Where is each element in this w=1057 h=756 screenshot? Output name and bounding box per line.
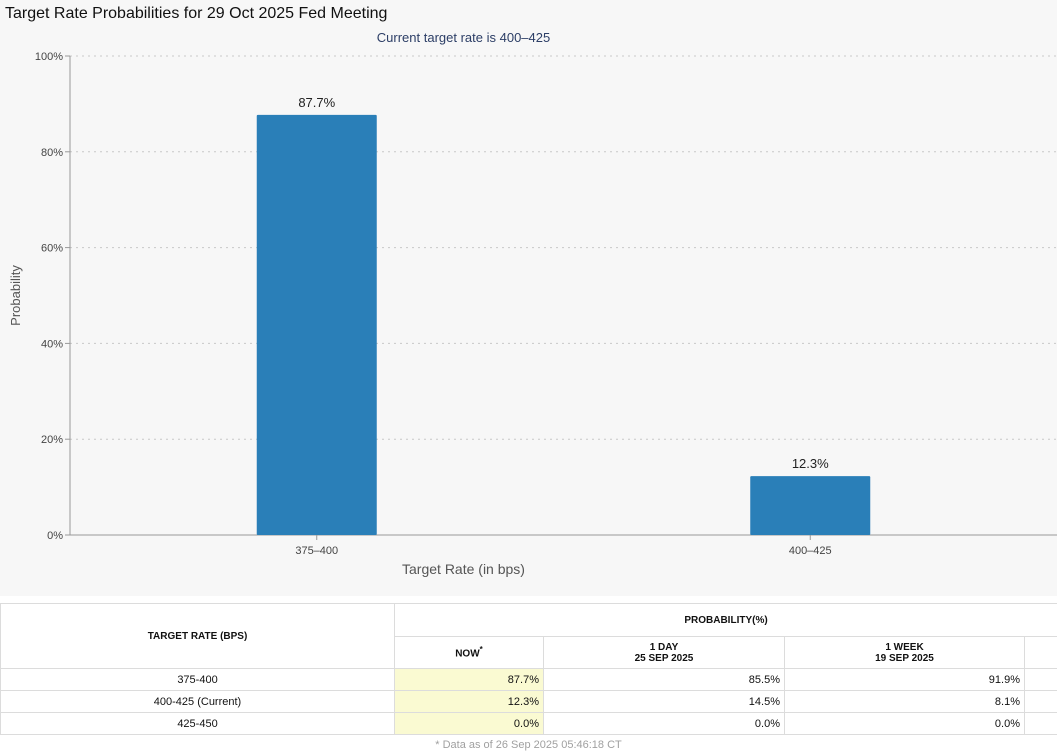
y-axis-title: Probability	[8, 265, 23, 326]
y-tick-label: 20%	[41, 434, 63, 446]
row-now-value: 12.3%	[394, 690, 544, 713]
bar-2	[750, 476, 871, 535]
y-tick-label: 100%	[35, 51, 63, 63]
header-1-day: 1 DAY 25 SEP 2025	[543, 636, 785, 669]
header-now-label: NOW	[455, 648, 480, 660]
probability-table-panel: TARGET RATE (BPS) PROBABILITY(%) NOW* 1 …	[0, 603, 1057, 756]
header-now: NOW*	[394, 636, 544, 669]
row-now-value: 0.0%	[394, 712, 544, 735]
bar-1	[256, 114, 377, 536]
page-title: Target Rate Probabilities for 29 Oct 202…	[5, 5, 388, 22]
bar-data-label: 12.3%	[792, 456, 829, 471]
row-target-rate: 425-450	[0, 712, 395, 735]
chart-panel: Target Rate Probabilities for 29 Oct 202…	[5, 5, 1057, 577]
chart-subtitle: Current target rate is 400–425	[377, 30, 550, 45]
y-tick-label: 60%	[41, 243, 63, 255]
header-spacer	[1023, 636, 1057, 669]
header-1-week-date: 19 SEP 2025	[875, 652, 934, 664]
row-1-day-value: 0.0%	[543, 712, 785, 735]
row-1-week-value: 8.1%	[784, 690, 1025, 713]
bar-data-label: 87.7%	[298, 95, 335, 110]
y-tick-label: 40%	[41, 338, 63, 350]
x-tick-label: 375–400	[295, 545, 338, 557]
row-1-day-value: 85.5%	[543, 668, 785, 691]
row-1-day-value: 14.5%	[543, 690, 785, 713]
row-now-value: 87.7%	[394, 668, 544, 691]
header-1-week-label: 1 WEEK	[885, 641, 924, 653]
header-1-day-label: 1 DAY	[649, 641, 679, 653]
bar-chart: 0% 20% 40% 60% 80% 100% 87.7% 375–400 12.3% 400–4…	[8, 30, 1057, 577]
probability-table: TARGET RATE (BPS) PROBABILITY(%) NOW* 1 …	[0, 603, 1057, 735]
x-axis-title: Target Rate (in bps)	[402, 561, 525, 577]
header-target-rate: TARGET RATE (BPS)	[0, 603, 395, 669]
row-spacer	[1023, 712, 1057, 735]
row-spacer	[1023, 668, 1057, 691]
header-1-week: 1 WEEK 19 SEP 2025	[784, 636, 1025, 669]
data-timestamp-footnote: * Data as of 26 Sep 2025 05:46:18 CT	[435, 739, 622, 751]
table-row: 375-400 87.7% 85.5% 91.9%	[0, 668, 1057, 691]
y-tick-label: 0%	[47, 530, 63, 542]
row-target-rate: 375-400	[0, 668, 395, 691]
row-spacer	[1023, 690, 1057, 713]
table-row: 400-425 (Current) 12.3% 14.5% 8.1%	[0, 690, 1057, 713]
table-row: 425-450 0.0% 0.0% 0.0%	[0, 712, 1057, 735]
header-1-day-date: 25 SEP 2025	[634, 652, 694, 664]
header-now-asterisk: *	[479, 645, 483, 655]
header-probability: PROBABILITY(%)	[393, 603, 1057, 637]
x-tick-label: 400–425	[789, 545, 832, 557]
row-target-rate: 400-425 (Current)	[0, 690, 395, 713]
y-tick-label: 80%	[41, 147, 63, 159]
row-1-week-value: 0.0%	[784, 712, 1025, 735]
row-1-week-value: 91.9%	[784, 668, 1025, 691]
